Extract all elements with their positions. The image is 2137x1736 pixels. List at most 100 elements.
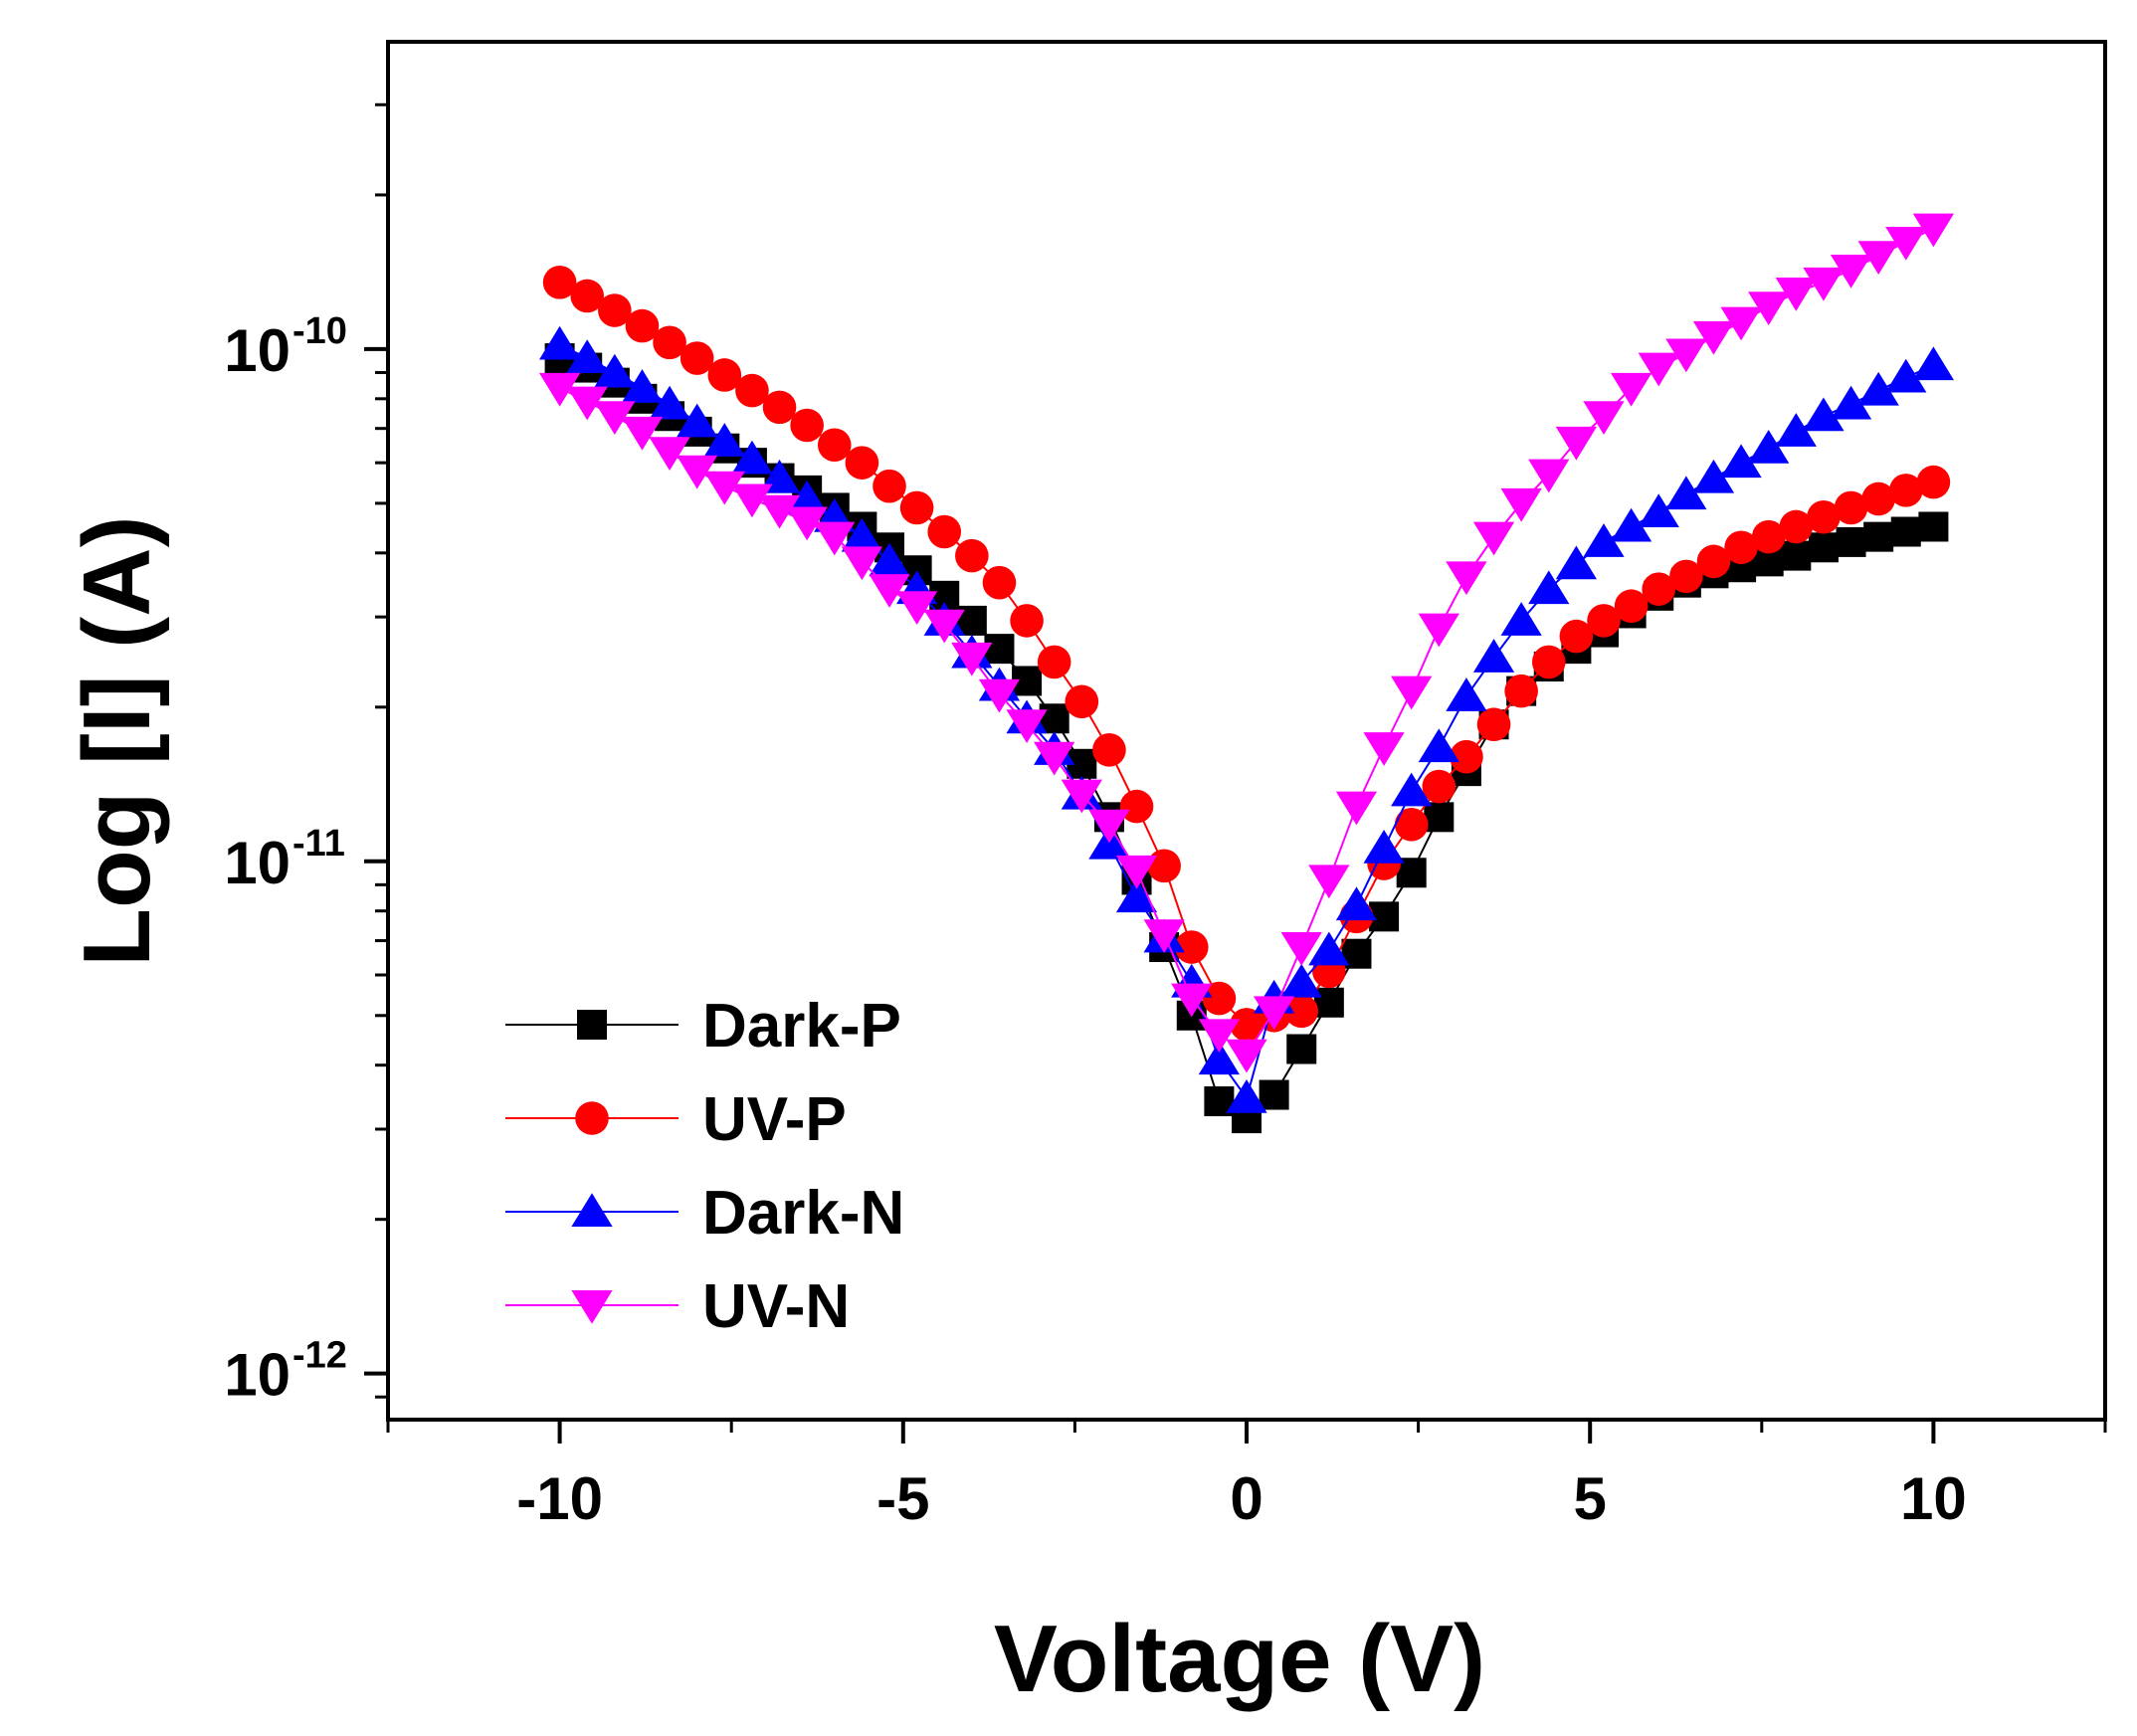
- legend-marker: [577, 1010, 607, 1040]
- data-point: [1748, 429, 1790, 464]
- x-tick-label: 5: [1574, 1465, 1607, 1532]
- data-point: [1720, 306, 1762, 341]
- data-point: [1418, 613, 1459, 648]
- data-point: [1559, 619, 1594, 654]
- data-point: [869, 542, 910, 577]
- legend-label: Dark-P: [702, 992, 901, 1061]
- data-point: [1724, 530, 1758, 565]
- x-tick-label: -10: [516, 1465, 603, 1532]
- data-point: [1583, 523, 1625, 557]
- data-point: [955, 538, 989, 573]
- data-point: [594, 353, 636, 388]
- data-point: [1394, 807, 1429, 842]
- data-point: [1638, 493, 1679, 528]
- y-tick-exponent: -12: [292, 1335, 347, 1377]
- y-tick-label: 10: [224, 830, 291, 896]
- data-point: [1088, 809, 1130, 844]
- legend-marker: [571, 1290, 613, 1324]
- data-point: [1642, 572, 1676, 606]
- legend-item-dark-n: Dark-N: [505, 1179, 904, 1248]
- data-point: [1775, 277, 1817, 311]
- data-point: [1006, 709, 1048, 743]
- legend-label: UV-P: [702, 1085, 847, 1154]
- data-point: [677, 455, 718, 489]
- data-point: [1857, 371, 1899, 406]
- legend-marker: [575, 1101, 609, 1135]
- data-point: [1916, 465, 1951, 499]
- data-point: [653, 325, 686, 360]
- data-point: [1472, 521, 1515, 556]
- data-point: [1808, 532, 1839, 563]
- series-layer: [538, 213, 1955, 1134]
- data-point: [899, 490, 934, 525]
- data-point: [951, 642, 993, 676]
- data-point: [1720, 444, 1762, 479]
- data-point: [1259, 1079, 1289, 1110]
- data-point: [1610, 372, 1652, 407]
- data-point: [1836, 526, 1866, 557]
- data-point: [1335, 791, 1378, 826]
- data-point: [817, 428, 852, 463]
- legend: Dark-P UV-P Dark-N UV-N: [505, 992, 904, 1341]
- data-point: [1280, 963, 1322, 998]
- data-point: [1391, 675, 1433, 710]
- data-point: [731, 440, 773, 475]
- data-point: [790, 408, 824, 443]
- data-point: [1363, 830, 1405, 864]
- y-tick-exponent: -10: [292, 310, 347, 352]
- data-point: [1885, 227, 1927, 261]
- data-point: [1863, 521, 1894, 552]
- data-point: [1363, 732, 1405, 766]
- data-point: [1476, 707, 1511, 742]
- data-point: [1198, 1019, 1241, 1054]
- data-point: [1230, 1008, 1263, 1042]
- data-point: [1665, 476, 1707, 510]
- data-point: [1034, 741, 1075, 776]
- data-point: [1504, 674, 1538, 708]
- data-point: [1912, 213, 1955, 248]
- data-point: [1528, 459, 1570, 493]
- data-point: [1500, 487, 1542, 522]
- data-point: [1119, 789, 1154, 824]
- data-point: [1587, 604, 1621, 638]
- data-point: [1751, 519, 1786, 554]
- data-point: [1555, 426, 1598, 461]
- data-point: [758, 494, 801, 529]
- data-point: [1665, 338, 1707, 373]
- data-point: [1115, 878, 1158, 913]
- data-point: [649, 437, 690, 471]
- data-point: [1696, 544, 1731, 579]
- data-point: [1284, 994, 1319, 1029]
- data-point: [1335, 886, 1378, 921]
- data-point: [873, 469, 906, 503]
- data-point: [1446, 561, 1487, 596]
- data-point: [1555, 545, 1598, 580]
- data-point: [1500, 602, 1542, 636]
- data-point: [1775, 413, 1817, 447]
- y-tick-label: 10: [224, 317, 291, 384]
- data-point: [1531, 645, 1566, 679]
- data-point: [1803, 267, 1845, 301]
- data-point: [538, 325, 581, 360]
- data-point: [598, 293, 632, 327]
- y-axis-title: Log [I] (A): [64, 515, 170, 966]
- data-point: [570, 279, 605, 313]
- y-tick-exponent: -11: [292, 823, 345, 865]
- series-line: [559, 227, 1934, 1057]
- data-point: [762, 390, 797, 425]
- data-point: [982, 565, 1017, 600]
- data-point: [1888, 474, 1923, 507]
- data-point: [1692, 320, 1735, 355]
- data-point: [984, 634, 1015, 665]
- data-point: [786, 506, 828, 541]
- legend-marker: [571, 1193, 613, 1227]
- data-point: [594, 401, 636, 436]
- data-point: [1890, 516, 1921, 547]
- data-point: [1830, 254, 1872, 289]
- data-point: [1692, 459, 1735, 493]
- data-point: [1803, 397, 1845, 432]
- data-point: [1280, 932, 1322, 966]
